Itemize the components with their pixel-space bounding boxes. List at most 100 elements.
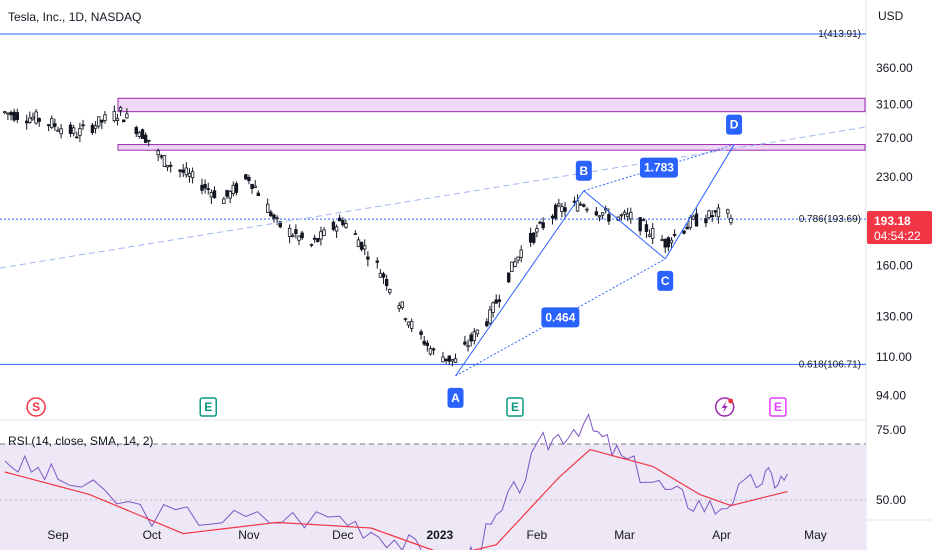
candle-body bbox=[341, 220, 345, 226]
candle-body bbox=[122, 119, 126, 123]
candle-body bbox=[625, 213, 630, 217]
ratio-badge bbox=[639, 157, 678, 178]
candle-body bbox=[672, 234, 677, 236]
candle-body bbox=[24, 120, 29, 124]
candle-body bbox=[660, 239, 664, 241]
fib-label: 1(413.91) bbox=[818, 29, 861, 40]
candle-body bbox=[291, 234, 295, 237]
candle-body bbox=[344, 223, 348, 228]
candle-body bbox=[96, 116, 101, 127]
candle-body bbox=[513, 261, 517, 267]
earnings-event-icon bbox=[769, 397, 787, 417]
pattern-point-badge bbox=[657, 270, 674, 291]
candle-body bbox=[441, 356, 445, 363]
candle-body bbox=[663, 238, 667, 248]
candle-body bbox=[59, 128, 63, 135]
candle-body bbox=[56, 129, 60, 132]
candle-body bbox=[256, 192, 261, 197]
candle-body bbox=[359, 241, 364, 250]
price-tick-label: 310.00 bbox=[876, 98, 913, 112]
candle-body bbox=[272, 214, 276, 219]
candle-body bbox=[212, 190, 217, 199]
candle-body bbox=[691, 215, 696, 220]
candle-body bbox=[9, 112, 13, 116]
candle-body bbox=[225, 189, 229, 197]
candle-body bbox=[538, 221, 542, 224]
candle-body bbox=[266, 203, 270, 213]
candle-body bbox=[682, 230, 686, 234]
candle-body bbox=[190, 171, 195, 179]
candle-body bbox=[353, 233, 358, 235]
candle-body bbox=[159, 155, 163, 158]
candle-body bbox=[309, 243, 314, 246]
candle-body bbox=[140, 129, 145, 140]
candle-body bbox=[337, 217, 342, 222]
candle-body bbox=[579, 203, 583, 206]
candle-body bbox=[12, 111, 16, 121]
candle-body bbox=[75, 136, 79, 139]
price-tick-label: 110.00 bbox=[876, 350, 912, 364]
price-tick-label: 160.00 bbox=[876, 259, 913, 273]
candle-body bbox=[118, 107, 123, 111]
price-tick-label: 230.00 bbox=[876, 170, 913, 184]
candle-body bbox=[431, 348, 436, 351]
candle-body bbox=[269, 211, 273, 217]
candle-body bbox=[378, 272, 383, 278]
candle-body bbox=[553, 204, 558, 219]
time-tick-label: 2023 bbox=[427, 528, 454, 542]
ratio-label: 1.783 bbox=[644, 161, 674, 175]
candle-body bbox=[716, 207, 721, 218]
candle-body bbox=[463, 341, 467, 345]
candle-body bbox=[200, 184, 204, 191]
earnings-event-letter: E bbox=[204, 400, 212, 414]
candle-body bbox=[447, 355, 451, 362]
candle-body bbox=[651, 228, 655, 239]
rsi-tick-label: 75.00 bbox=[876, 423, 906, 437]
candle-body bbox=[209, 192, 214, 198]
candle-body bbox=[729, 217, 733, 224]
candle-body bbox=[363, 245, 367, 250]
resistance-zone bbox=[117, 144, 866, 151]
pattern-point-badge bbox=[447, 387, 464, 408]
candle-body bbox=[15, 112, 20, 120]
candle-body bbox=[713, 210, 717, 213]
candle-body bbox=[37, 118, 41, 122]
candle-body bbox=[278, 221, 282, 228]
lightning-icon bbox=[721, 401, 728, 413]
candle-body bbox=[469, 334, 473, 342]
candle-body bbox=[275, 217, 279, 220]
price-tick-label: 94.00 bbox=[876, 388, 906, 402]
candle-body bbox=[582, 204, 586, 207]
candle-body bbox=[3, 111, 7, 114]
candle-body bbox=[253, 185, 257, 188]
candle-body bbox=[532, 232, 536, 243]
fib-label: 0.786(193.69) bbox=[799, 214, 861, 225]
candle-body bbox=[147, 139, 151, 142]
candle-body bbox=[46, 124, 51, 127]
candle-body bbox=[388, 288, 392, 294]
candle-body bbox=[244, 174, 248, 180]
candle-body bbox=[535, 228, 539, 233]
candle-body bbox=[356, 239, 361, 248]
candle-body bbox=[322, 229, 326, 236]
price-tick-label: 270.00 bbox=[876, 131, 913, 145]
candle-body bbox=[710, 215, 714, 218]
candle-body bbox=[669, 239, 674, 244]
resistance-zone bbox=[117, 97, 866, 113]
time-tick-label: Dec bbox=[332, 528, 353, 542]
candle-body bbox=[162, 155, 167, 167]
fib-label: 0.618(106.71) bbox=[799, 359, 861, 370]
rsi-label: RSI (14, close, SMA, 14, 2) bbox=[8, 434, 153, 448]
candle-body bbox=[203, 184, 207, 189]
candle-body bbox=[53, 123, 57, 127]
candle-body bbox=[585, 208, 589, 211]
candle-body bbox=[560, 206, 564, 212]
pattern-leg bbox=[664, 144, 735, 260]
candle-body bbox=[619, 214, 624, 217]
candle-body bbox=[541, 222, 545, 229]
pattern-point-label: B bbox=[580, 164, 589, 178]
rsi-band bbox=[0, 444, 866, 550]
candle-body bbox=[444, 358, 448, 362]
pattern-leg bbox=[583, 190, 666, 260]
